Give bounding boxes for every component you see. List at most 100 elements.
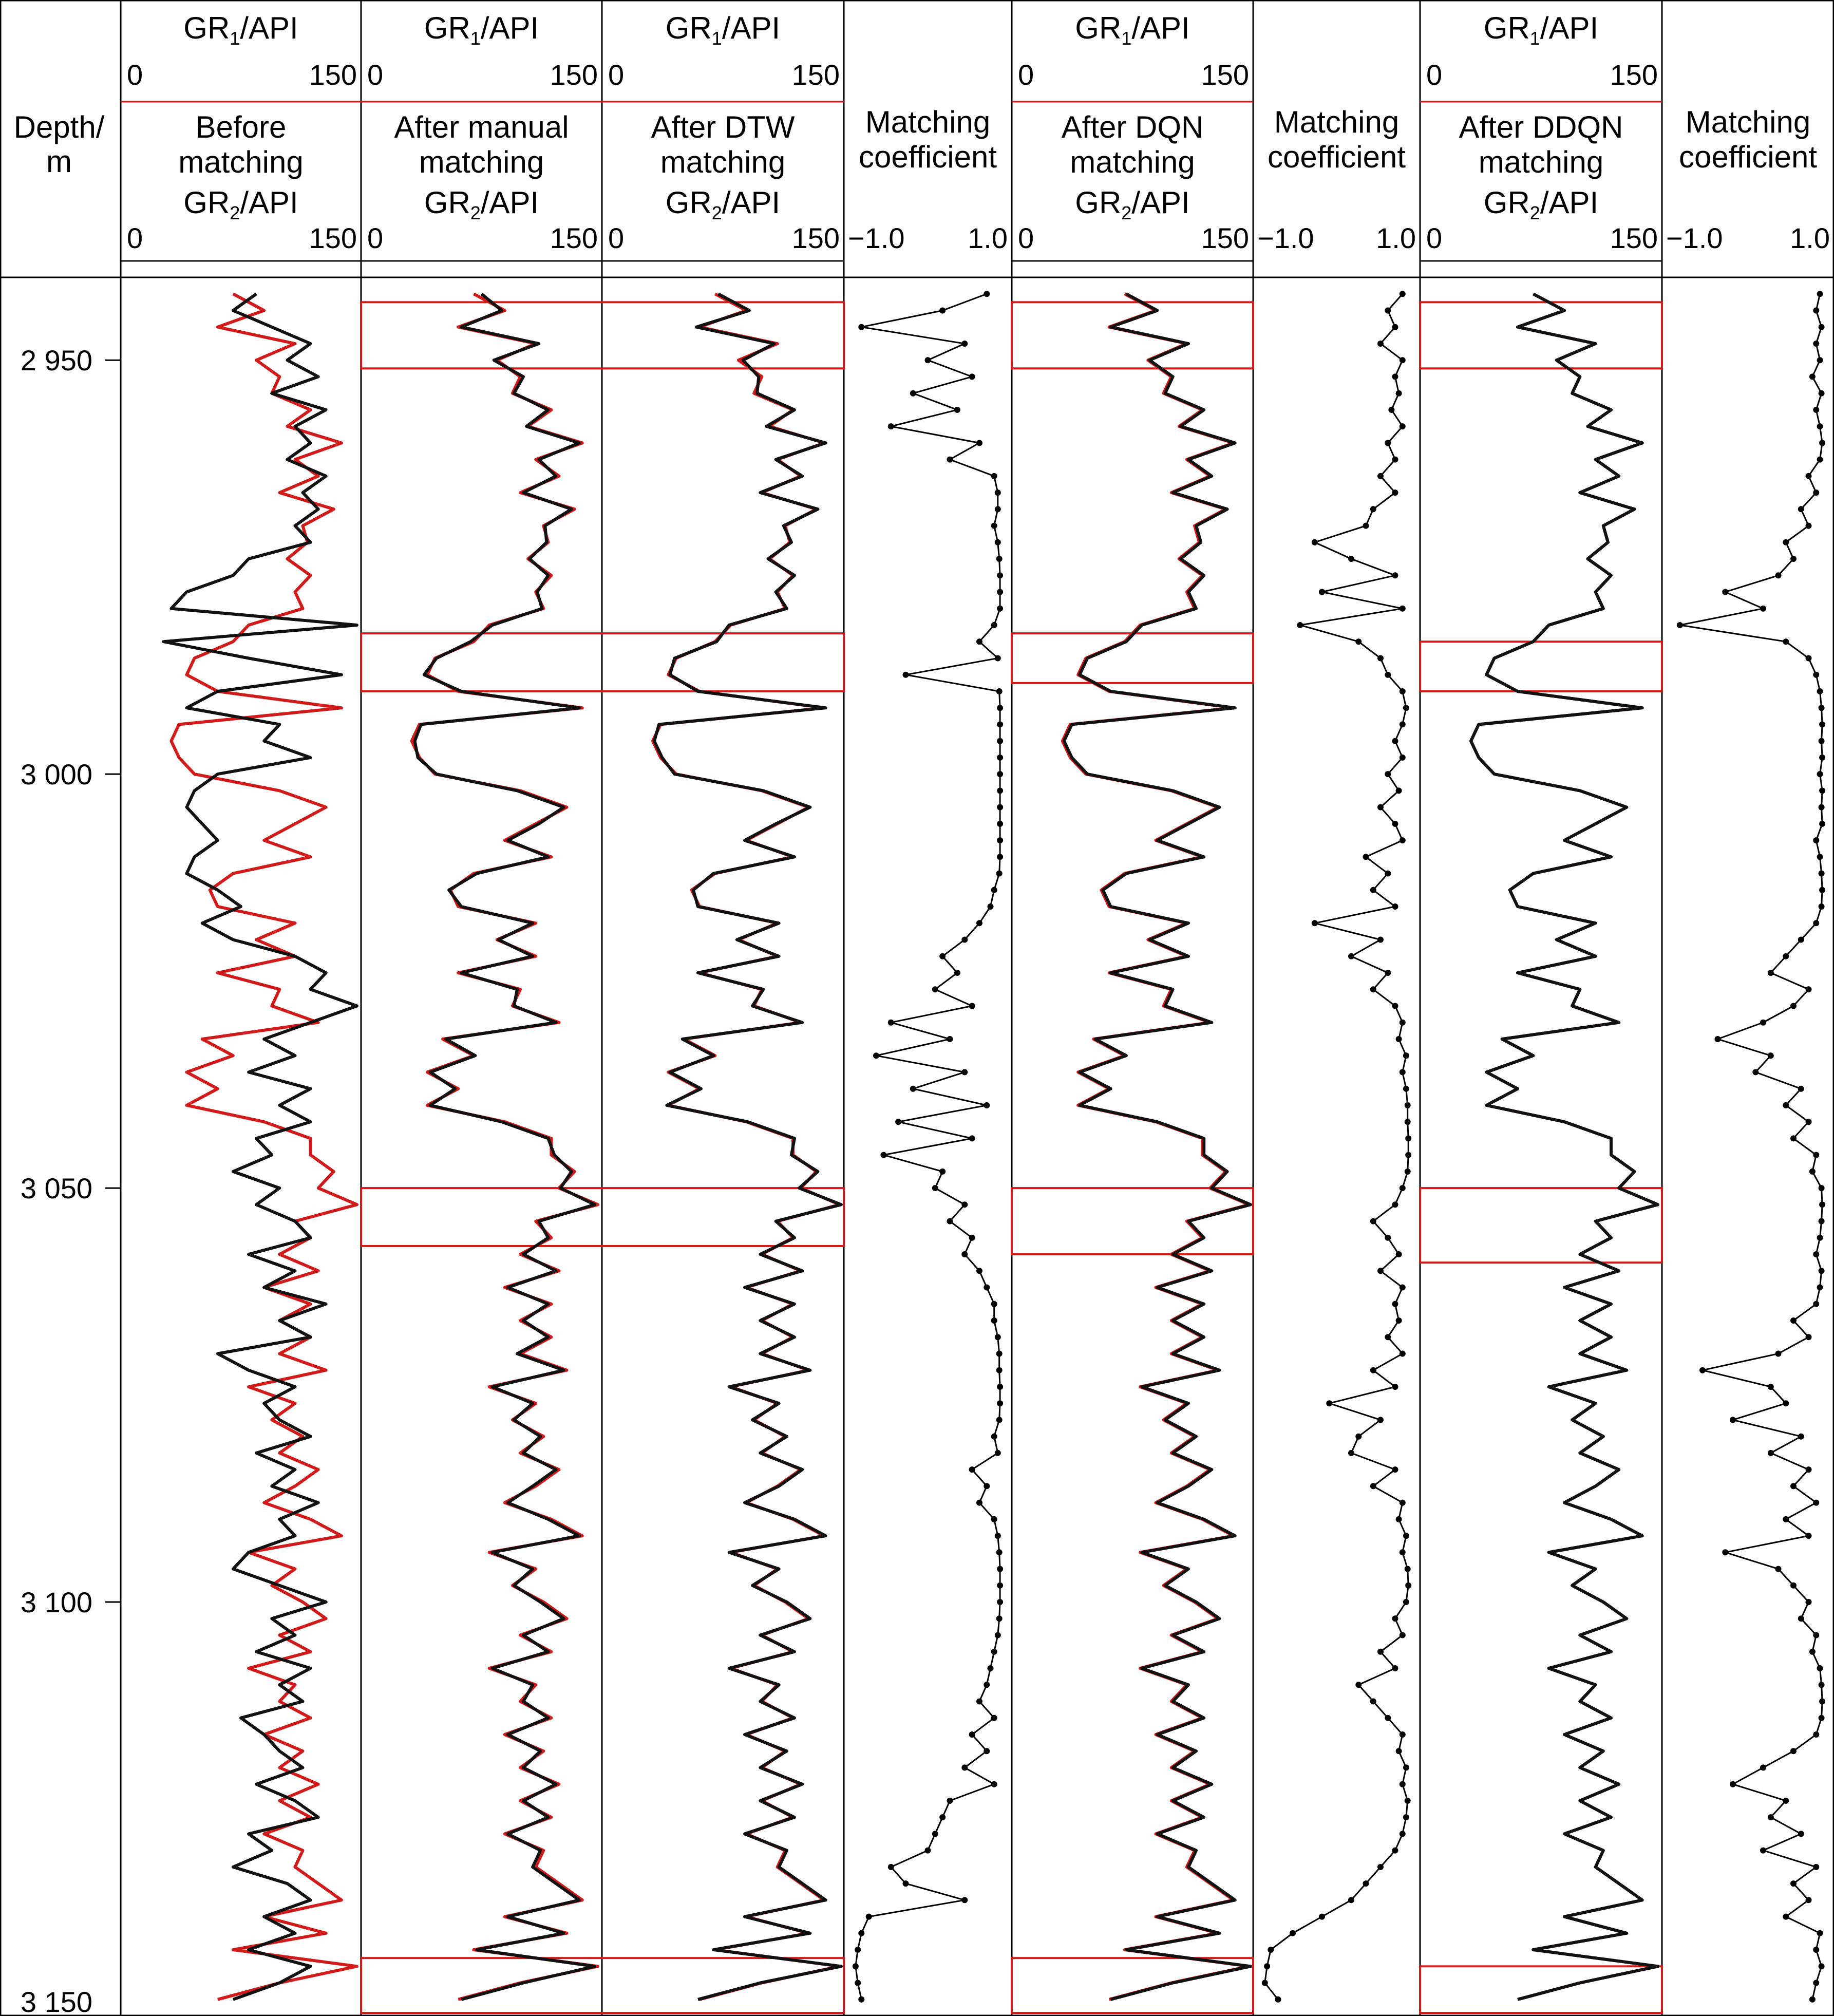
- track-title: After DDQN: [1459, 110, 1623, 144]
- coef-point: [1377, 473, 1384, 479]
- coef-point: [1817, 688, 1823, 694]
- coef-point: [1377, 804, 1384, 811]
- coef-point: [954, 970, 960, 976]
- coef-point: [1819, 440, 1826, 446]
- gr1-axis-min: 0: [127, 59, 143, 91]
- gr2-axis-max: 150: [550, 222, 598, 254]
- coef-point: [1385, 671, 1391, 678]
- coef-point: [1392, 1466, 1398, 1473]
- gr1-axis-label: GR1/API: [666, 11, 780, 49]
- coef-point: [991, 622, 997, 628]
- gr2-axis-max: 150: [309, 222, 357, 254]
- coef-point: [1399, 423, 1406, 430]
- coef-point: [1399, 1284, 1406, 1291]
- coef-point: [1395, 1251, 1402, 1257]
- coef-point: [994, 655, 1001, 662]
- coef-point: [996, 688, 1003, 694]
- depth-tick-label: 3 150: [21, 1986, 92, 2016]
- depth-axis-title-line2: m: [46, 144, 72, 179]
- coef-point: [997, 738, 1004, 744]
- coef-point: [1767, 1052, 1774, 1059]
- gr2-curve: [1469, 292, 1659, 2001]
- track-title: coefficient: [1268, 140, 1406, 174]
- coef-point: [997, 1384, 1004, 1390]
- coef-point: [991, 1301, 997, 1307]
- coef-point: [984, 1748, 990, 1755]
- coef-point: [1813, 1251, 1820, 1257]
- coef-point: [1404, 1168, 1411, 1175]
- coef-point: [984, 1483, 990, 1490]
- highlight-box: [360, 301, 845, 370]
- coef-point: [976, 638, 982, 645]
- highlight-box: [1011, 301, 1254, 370]
- coef-point: [1403, 1085, 1409, 1092]
- coef-point: [991, 522, 997, 529]
- coef-ddqn-curve: [1676, 291, 1826, 2003]
- coef-point: [1790, 556, 1797, 562]
- coef-point: [1805, 1119, 1812, 1125]
- coef-point: [987, 903, 994, 910]
- gr1-curve: [169, 292, 358, 2001]
- coef-point: [1385, 440, 1391, 446]
- coef-point: [1722, 589, 1729, 595]
- gr2-curve: [1062, 292, 1252, 2001]
- coef-point: [1399, 605, 1406, 612]
- gr1-curve: [410, 292, 599, 2001]
- coef-point: [997, 721, 1004, 728]
- coef-point: [996, 870, 1003, 877]
- coef-point: [1818, 804, 1825, 811]
- track-title: matching: [660, 145, 785, 179]
- coef-point: [1813, 307, 1820, 314]
- coef-point: [969, 1135, 975, 1142]
- coef-point: [1348, 1897, 1354, 1904]
- coef-point: [1399, 837, 1406, 844]
- coef-point: [1809, 373, 1816, 380]
- coef-point: [1261, 1980, 1268, 1986]
- coef-point: [1813, 1499, 1820, 1506]
- coef-point: [1805, 1334, 1812, 1341]
- track-title: After DTW: [651, 110, 795, 144]
- coef-point: [1404, 1566, 1411, 1572]
- coef-point: [1817, 854, 1823, 860]
- gr1-curve: [1469, 292, 1659, 2001]
- depth-tick-label: 3 000: [21, 758, 92, 790]
- coef-point: [1392, 1384, 1398, 1390]
- coef-point: [1783, 953, 1789, 959]
- coef-point: [1399, 1831, 1406, 1837]
- coef-point: [994, 1533, 1001, 1539]
- coef-point: [961, 1764, 968, 1771]
- coef-point: [1818, 738, 1825, 744]
- coef-point: [1817, 1665, 1823, 1671]
- coef-point: [1798, 506, 1804, 513]
- coef-point: [961, 1251, 968, 1257]
- coef-point: [1385, 870, 1391, 877]
- coef-point: [1818, 1963, 1825, 1970]
- coef-point: [976, 1499, 982, 1506]
- coef-point: [1377, 1863, 1384, 1870]
- coef-point: [932, 986, 938, 993]
- track-title: coefficient: [1679, 140, 1817, 174]
- coef-point: [1404, 1119, 1411, 1125]
- coef-point: [1676, 622, 1683, 628]
- coef-point: [1790, 1135, 1797, 1142]
- coef-point: [1290, 1930, 1296, 1936]
- coef-point: [1813, 1301, 1820, 1307]
- coef-point: [1817, 291, 1823, 297]
- coef-point: [1819, 1698, 1826, 1705]
- coef-point: [1377, 341, 1384, 347]
- coef-point: [1813, 920, 1820, 927]
- coef-point: [1805, 655, 1812, 662]
- coef-point: [1399, 1632, 1406, 1638]
- coef-point: [997, 771, 1004, 778]
- coef-point: [1818, 1185, 1825, 1192]
- track-title: Matching: [1686, 105, 1810, 139]
- coef-point: [1730, 1417, 1736, 1423]
- coef-point: [1403, 1764, 1409, 1771]
- coef-point: [1813, 341, 1820, 347]
- coef-point: [1392, 820, 1398, 827]
- track-title: Before: [196, 110, 287, 144]
- coef-point: [1399, 721, 1406, 728]
- coef-point: [976, 440, 982, 446]
- coef-point: [924, 357, 931, 364]
